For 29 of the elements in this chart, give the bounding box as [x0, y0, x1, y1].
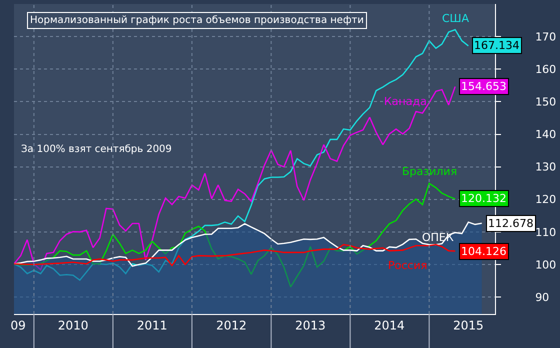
series-label: Канада — [384, 95, 427, 108]
annotation: За 100% взят сентябрь 2009 — [21, 144, 172, 155]
data-label: 154.653 — [461, 80, 506, 93]
y-tick-label: 90 — [535, 290, 550, 304]
line-series — [14, 86, 456, 270]
series-label: США — [442, 12, 470, 25]
y-tick-label: 130 — [535, 160, 556, 174]
series-label: Бразилия — [402, 165, 458, 178]
series-label: Россия — [388, 259, 428, 272]
x-tick-label: 2013 — [295, 318, 326, 332]
x-tick-label: 2012 — [216, 318, 247, 332]
data-label: 120.132 — [461, 192, 506, 205]
y-tick-label: 140 — [535, 128, 556, 142]
text: Нормализованный график роста объемов производства нефти — [30, 15, 364, 26]
y-tick-label: 120 — [535, 193, 556, 206]
x-tick-label: 2011 — [136, 318, 168, 332]
x-tick-label: 2014 — [374, 318, 405, 332]
y-tick-label: 150 — [535, 96, 556, 109]
data-label: 112.678 — [488, 217, 534, 230]
x-tick-label: 2010 — [58, 318, 88, 332]
data-label: 104.126 — [461, 245, 506, 258]
y-tick-label: 160 — [535, 62, 556, 76]
x-tick-label: 2015 — [453, 318, 484, 332]
x-tick-label: 09 — [10, 318, 26, 332]
y-tick-label: 170 — [535, 30, 556, 44]
data-label: 167.134 — [474, 39, 520, 52]
y-tick-label: 110 — [535, 226, 556, 239]
y-tick-label: 100 — [535, 258, 556, 272]
line-series — [14, 182, 456, 288]
